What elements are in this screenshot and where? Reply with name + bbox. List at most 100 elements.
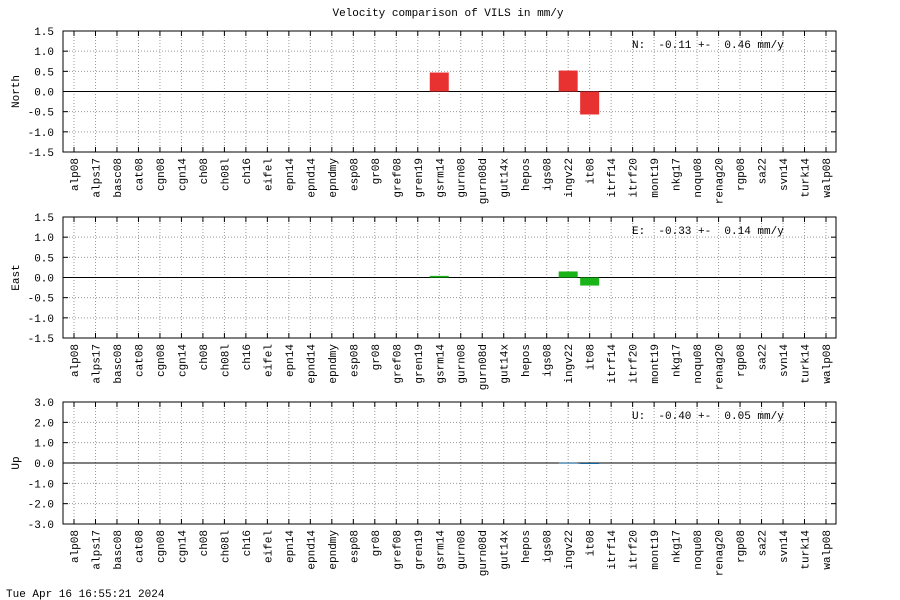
x-tick-label: noqu08 xyxy=(693,158,705,198)
x-tick-label: esp08 xyxy=(349,530,361,563)
y-tick-label: -1.0 xyxy=(28,128,54,140)
bar xyxy=(580,277,600,286)
x-tick-label: sa22 xyxy=(758,158,770,184)
y-axis-label: North xyxy=(11,75,23,108)
x-tick-label: ingv22 xyxy=(564,344,576,384)
x-tick-label: itrf14 xyxy=(607,530,619,570)
plot-frame xyxy=(62,401,837,525)
x-tick-label: basc08 xyxy=(113,344,125,384)
x-tick-label: eifel xyxy=(263,530,275,563)
x-tick-label: epndmy xyxy=(328,158,340,198)
x-tick-label: gren19 xyxy=(414,530,426,570)
x-tick-label: epnd14 xyxy=(306,344,318,384)
x-tick-label: nkg17 xyxy=(672,158,684,191)
x-tick-label: gurn08d xyxy=(478,344,490,390)
x-tick-label: alps17 xyxy=(91,530,103,570)
x-tick-label: hepos xyxy=(521,530,533,563)
y-tick-label: 1.5 xyxy=(34,27,54,39)
x-tick-label: noqu08 xyxy=(693,344,705,384)
annotation: N: -0.11 +- 0.46 mm/y xyxy=(632,40,784,52)
x-tick-label: ch16 xyxy=(242,530,254,556)
bar xyxy=(580,91,600,115)
x-tick-label: turk14 xyxy=(801,344,813,384)
y-tick-label: -1.0 xyxy=(28,314,54,326)
x-tick-label: it08 xyxy=(586,344,598,370)
x-tick-label: epn14 xyxy=(285,344,297,377)
x-tick-label: walp08 xyxy=(822,158,834,198)
x-tick-label: epn14 xyxy=(285,530,297,563)
x-tick-label: epn14 xyxy=(285,158,297,191)
x-tick-label: itrf14 xyxy=(607,158,619,198)
x-tick-label: itrf14 xyxy=(607,344,619,384)
x-tick-label: gref08 xyxy=(392,158,404,198)
x-tick-label: ch08l xyxy=(220,158,232,191)
x-tick-label: cgn14 xyxy=(177,344,189,377)
x-tick-label: ch08 xyxy=(199,344,211,370)
x-tick-label: sa22 xyxy=(758,530,770,556)
y-axis-label: East xyxy=(11,264,23,290)
bar xyxy=(580,463,600,464)
x-tick-label: turk14 xyxy=(801,530,813,570)
bar xyxy=(558,462,578,464)
y-tick-label: 1.0 xyxy=(34,439,54,451)
x-tick-label: gut14x xyxy=(500,158,512,198)
x-tick-label: epnd14 xyxy=(306,530,318,570)
x-tick-label: sa22 xyxy=(758,344,770,370)
x-tick-label: cgn14 xyxy=(177,530,189,563)
y-tick-label: 0.0 xyxy=(34,274,54,286)
x-tick-label: gurn08d xyxy=(478,530,490,576)
x-tick-label: epnd14 xyxy=(306,158,318,198)
x-tick-label: noqu08 xyxy=(693,530,705,570)
x-tick-label: cat08 xyxy=(134,530,146,563)
x-tick-label: gurn08d xyxy=(478,158,490,204)
x-tick-label: renag20 xyxy=(715,158,727,204)
y-tick-label: -0.5 xyxy=(28,108,54,120)
x-tick-label: rgp08 xyxy=(736,344,748,377)
y-tick-label: -1.5 xyxy=(28,334,54,346)
x-tick-label: ingv22 xyxy=(564,530,576,570)
x-tick-label: eifel xyxy=(263,344,275,377)
x-tick-label: gsrm14 xyxy=(435,158,447,198)
x-tick-label: epndmy xyxy=(328,344,340,384)
x-tick-label: gref08 xyxy=(392,344,404,384)
x-tick-label: gr08 xyxy=(371,158,383,184)
x-tick-label: igs08 xyxy=(543,530,555,563)
x-tick-label: gut14x xyxy=(500,344,512,384)
x-tick-label: svn14 xyxy=(779,158,791,191)
x-tick-label: basc08 xyxy=(113,158,125,198)
bar xyxy=(429,275,449,278)
x-tick-label: igs08 xyxy=(543,158,555,191)
y-tick-label: 2.0 xyxy=(34,418,54,430)
x-tick-label: itrf20 xyxy=(629,344,641,384)
x-tick-label: igs08 xyxy=(543,344,555,377)
x-tick-label: gurn08 xyxy=(457,344,469,384)
x-tick-label: renag20 xyxy=(715,344,727,390)
x-tick-label: nkg17 xyxy=(672,344,684,377)
x-tick-label: gr08 xyxy=(371,530,383,556)
x-tick-label: ch08 xyxy=(199,530,211,556)
x-tick-label: cat08 xyxy=(134,344,146,377)
x-tick-label: alp08 xyxy=(70,344,82,377)
plot-frame xyxy=(62,30,837,153)
x-tick-label: hepos xyxy=(521,158,533,191)
x-tick-label: eifel xyxy=(263,158,275,191)
x-tick-label: alps17 xyxy=(91,344,103,384)
y-tick-label: 0.5 xyxy=(34,67,54,79)
x-tick-label: gurn08 xyxy=(457,530,469,570)
x-tick-label: ch08 xyxy=(199,158,211,184)
x-tick-label: ch16 xyxy=(242,344,254,370)
x-tick-label: nkg17 xyxy=(672,530,684,563)
bar xyxy=(558,271,578,278)
y-tick-label: 3.0 xyxy=(34,398,54,410)
x-tick-label: gref08 xyxy=(392,530,404,570)
x-tick-label: rgp08 xyxy=(736,158,748,191)
x-tick-label: mont19 xyxy=(650,158,662,198)
x-tick-label: cgn08 xyxy=(156,530,168,563)
x-tick-label: cgn08 xyxy=(156,158,168,191)
bar xyxy=(558,70,578,92)
x-tick-label: gren19 xyxy=(414,344,426,384)
y-tick-label: 0.0 xyxy=(34,459,54,471)
x-tick-label: hepos xyxy=(521,344,533,377)
x-tick-label: esp08 xyxy=(349,158,361,191)
